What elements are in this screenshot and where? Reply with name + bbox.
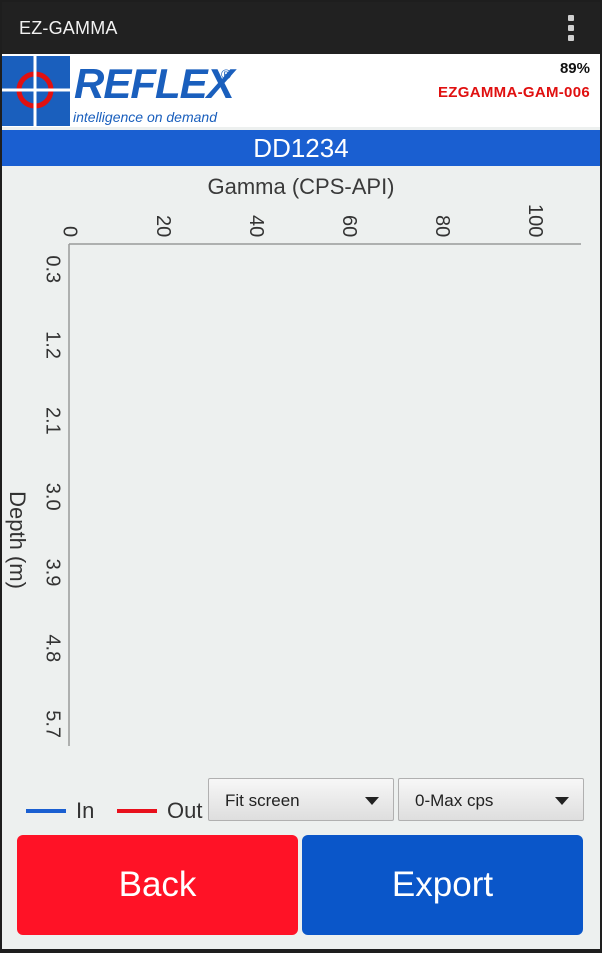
hole-id-bar: DD1234 — [2, 130, 600, 166]
app-title: EZ-GAMMA — [19, 18, 118, 38]
legend-in-swatch — [26, 809, 66, 813]
action-bar: EZ-GAMMA — [2, 2, 600, 54]
y-tick-label: 2.1 — [42, 407, 64, 435]
zoom-select-value: Fit screen — [225, 791, 300, 810]
x-tick-label: 60 — [338, 215, 360, 237]
y-tick-label: 3.9 — [42, 559, 64, 587]
main-content: REFLEX ® intelligence on demand 89% EZGA… — [2, 54, 600, 949]
back-button[interactable]: Back — [17, 835, 298, 935]
registered-mark: ® — [221, 66, 232, 82]
y-tick-label: 4.8 — [42, 634, 64, 662]
y-axis-label: Depth (m) — [5, 491, 30, 589]
device-id: EZGAMMA-GAM-006 — [437, 84, 590, 101]
gamma-chart[interactable]: 0 20 40 60 80 100 0.3 1.2 2.1 3.0 3.9 4.8 5.7 Depth (… — [2, 204, 600, 764]
y-tick-label: 1.2 — [42, 331, 64, 359]
x-tick-label: 100 — [524, 204, 546, 237]
header: REFLEX ® intelligence on demand 89% EZGA… — [2, 54, 600, 127]
legend-in-label: In — [76, 798, 95, 823]
x-tick-label: 40 — [245, 215, 267, 237]
x-tick-label: 0 — [59, 226, 81, 237]
zoom-select[interactable]: Fit screen — [208, 778, 394, 821]
reflex-logo-text: REFLEX — [74, 60, 235, 107]
chevron-down-icon — [365, 797, 379, 805]
reflex-logo-icon — [2, 56, 70, 126]
x-tick-label: 20 — [152, 215, 174, 237]
export-button[interactable]: Export — [302, 835, 583, 935]
y-tick-label: 3.0 — [42, 483, 64, 511]
scale-select[interactable]: 0-Max cps — [398, 778, 584, 821]
x-tick-label: 80 — [431, 215, 453, 237]
y-tick-label: 5.7 — [42, 710, 64, 738]
overflow-menu-icon[interactable] — [564, 15, 578, 41]
scale-select-value: 0-Max cps — [415, 791, 494, 810]
battery-level: 89% — [559, 60, 590, 77]
logo-tagline: intelligence on demand — [73, 109, 217, 125]
chevron-down-icon — [555, 797, 569, 805]
chart-title: Gamma (CPS-API) — [207, 174, 395, 199]
y-tick-label: 0.3 — [42, 255, 64, 283]
legend-out-label: Out — [167, 798, 203, 823]
legend-out-swatch — [117, 809, 157, 813]
